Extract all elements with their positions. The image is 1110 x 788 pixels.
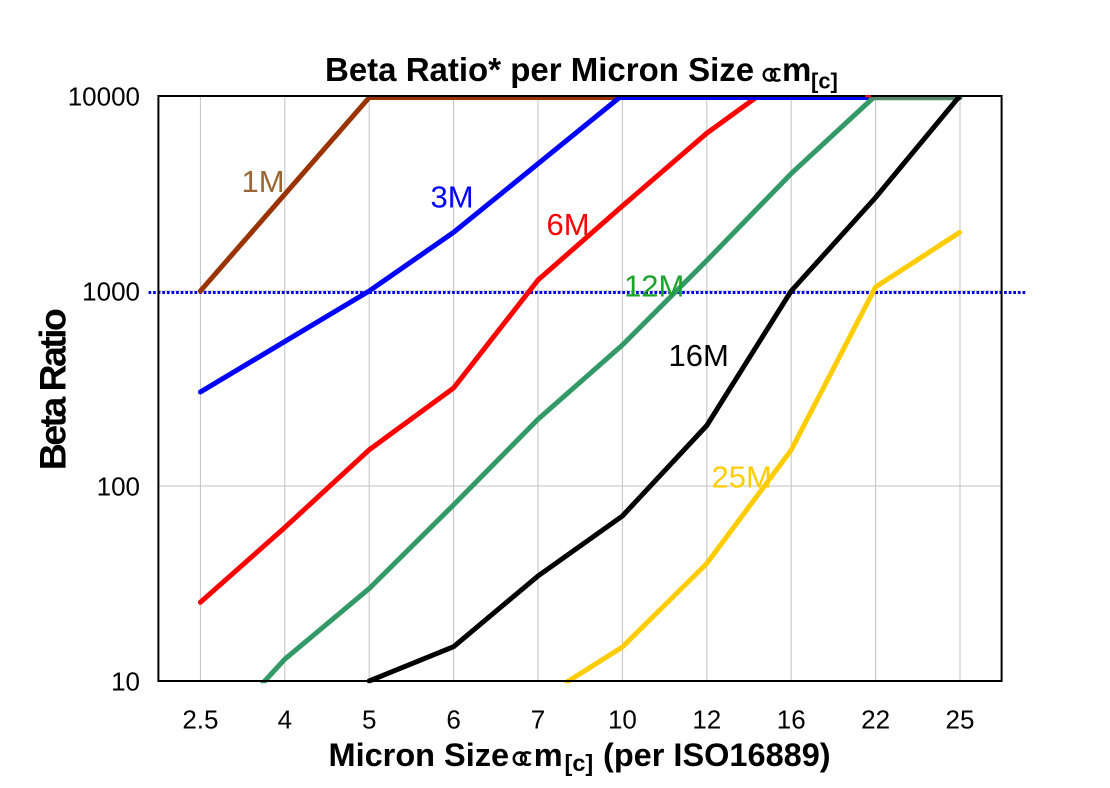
svg-text:m: m (534, 737, 563, 773)
svg-text:2.5: 2.5 (182, 705, 218, 735)
svg-text:10000: 10000 (68, 81, 140, 111)
svg-text:(per ISO16889): (per ISO16889) (603, 737, 831, 773)
svg-text:10: 10 (111, 666, 140, 696)
svg-text:100: 100 (97, 471, 140, 501)
svg-text:25M: 25M (712, 460, 772, 495)
svg-text:5: 5 (362, 705, 376, 735)
svg-text:Beta Ratio: Beta Ratio (32, 309, 74, 470)
svg-text:10: 10 (608, 705, 637, 735)
svg-text:1M: 1M (242, 164, 285, 199)
svg-text:m: m (782, 51, 811, 88)
svg-text:25: 25 (946, 705, 975, 735)
svg-text:16M: 16M (669, 338, 729, 373)
svg-text:16: 16 (777, 705, 806, 735)
svg-text:7: 7 (531, 705, 545, 735)
svg-text:22: 22 (861, 705, 890, 735)
svg-text:[c]: [c] (565, 750, 594, 776)
svg-text:6M: 6M (547, 207, 590, 242)
svg-text:1000: 1000 (82, 276, 140, 306)
svg-text:3M: 3M (431, 180, 474, 215)
svg-text:6: 6 (446, 705, 460, 735)
svg-text:[c]: [c] (811, 69, 838, 94)
svg-text:Micron Size: Micron Size (329, 737, 510, 773)
svg-text:12M: 12M (624, 269, 684, 304)
svg-text:Beta Ratio* per Micron Size: Beta Ratio* per Micron Size (325, 51, 754, 88)
svg-text:4: 4 (278, 705, 292, 735)
svg-text:12: 12 (692, 705, 721, 735)
